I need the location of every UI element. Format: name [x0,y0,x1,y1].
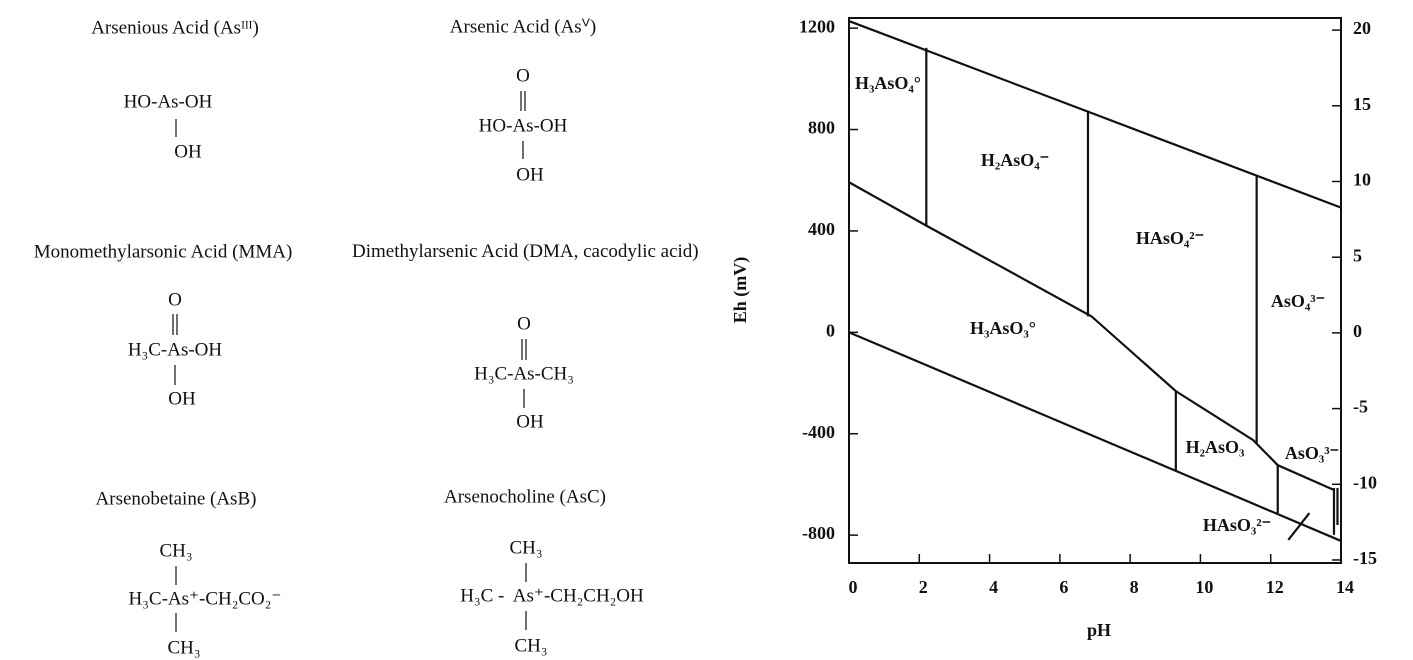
formula-line: H₃C-As-OH [127,339,223,361]
formula-line: OH [516,411,544,433]
region-label: HAsO₄²⁻ [1136,228,1204,248]
boundary-line [848,331,1342,542]
y2-tick-label: -15 [1353,548,1377,568]
x-tick-label: 12 [1266,577,1284,597]
formula-line: H₃C - As⁺-CH₂CH₂OH [460,585,644,607]
y2-tick-label: 5 [1353,245,1362,265]
y-tick-label: -400 [802,422,835,442]
formula-line: OH [516,164,544,186]
formula-line: O [516,65,530,87]
y-tick-label: -800 [802,523,835,543]
region-label: H₃AsO₄° [855,73,921,93]
formula-line: HO-As-OH [123,91,213,113]
y-tick-label: 400 [808,219,835,239]
region-label: H₂AsO₃ [1186,437,1245,457]
y-tick-label: 800 [808,118,835,138]
formula-line: HO-As-OH [478,115,568,137]
structure-name: Dimethylarsenic Acid (DMA, cacodylic aci… [352,241,699,262]
x-axis-title: pH [1087,620,1111,640]
region-label: HAsO₃²⁻ [1203,515,1271,535]
y2-tick-label: -5 [1353,397,1368,417]
formula-line: H₃C-As-CH₃ [474,363,574,385]
x-tick-label: 14 [1336,577,1354,597]
boundary-line [1287,512,1311,541]
formula-line: O [168,289,182,311]
formula-line: OH [168,388,196,410]
formula-line: CH₃ [159,540,193,562]
region-label: AsO₃³⁻ [1285,443,1339,463]
eh-ph-chart: 0 2 4 6 8 10 12 14 -800 -400 0 400 800 1200 -15 -10 -5 0 5… [730,16,1377,640]
y2-tick-label: 0 [1353,321,1362,341]
structure-name: Arsenious Acid (Asᴵᴵᴵ) [91,17,259,39]
structure-name: Monomethylarsonic Acid (MMA) [33,241,293,263]
x-tick-label: 0 [849,577,858,597]
formula-line: CH₃ [167,637,201,659]
x-tick-label: 4 [989,577,998,597]
formula-line: O [517,313,531,335]
y-tick-label: 0 [826,320,835,340]
boundary-line [848,20,1342,209]
boundary-line [848,181,1335,492]
plot-frame [848,17,1342,564]
formula-line: CH₃ [509,537,543,559]
x-tick-label: 10 [1195,577,1213,597]
region-label: H₃AsO₃° [970,318,1036,338]
x-tick-label: 8 [1130,577,1139,597]
bonds [172,91,527,632]
y2-tick-label: 15 [1353,94,1371,114]
formula-line: CH₃ [514,635,548,657]
y-axis-title: Eh (mV) [730,257,751,324]
x-tick-label: 6 [1059,577,1068,597]
region-label: AsO₄³⁻ [1271,291,1325,311]
x-tick-label: 2 [919,577,928,597]
y-tick-label: 1200 [799,16,835,36]
formula-line: OH [174,141,202,163]
structure-name: Arsenobetaine (AsB) [95,488,257,510]
structure-name: Arsenic Acid (Asⱽ) [449,16,597,38]
y2-tick-label: 20 [1353,18,1371,38]
region-label: H₂AsO₄⁻ [981,150,1049,170]
y2-tick-label: 10 [1353,170,1371,190]
y2-tick-label: -10 [1353,472,1377,492]
structure-name: Arsenocholine (AsC) [444,486,606,508]
formula-line: H₃C-As⁺-CH₂CO₂⁻ [128,588,282,610]
